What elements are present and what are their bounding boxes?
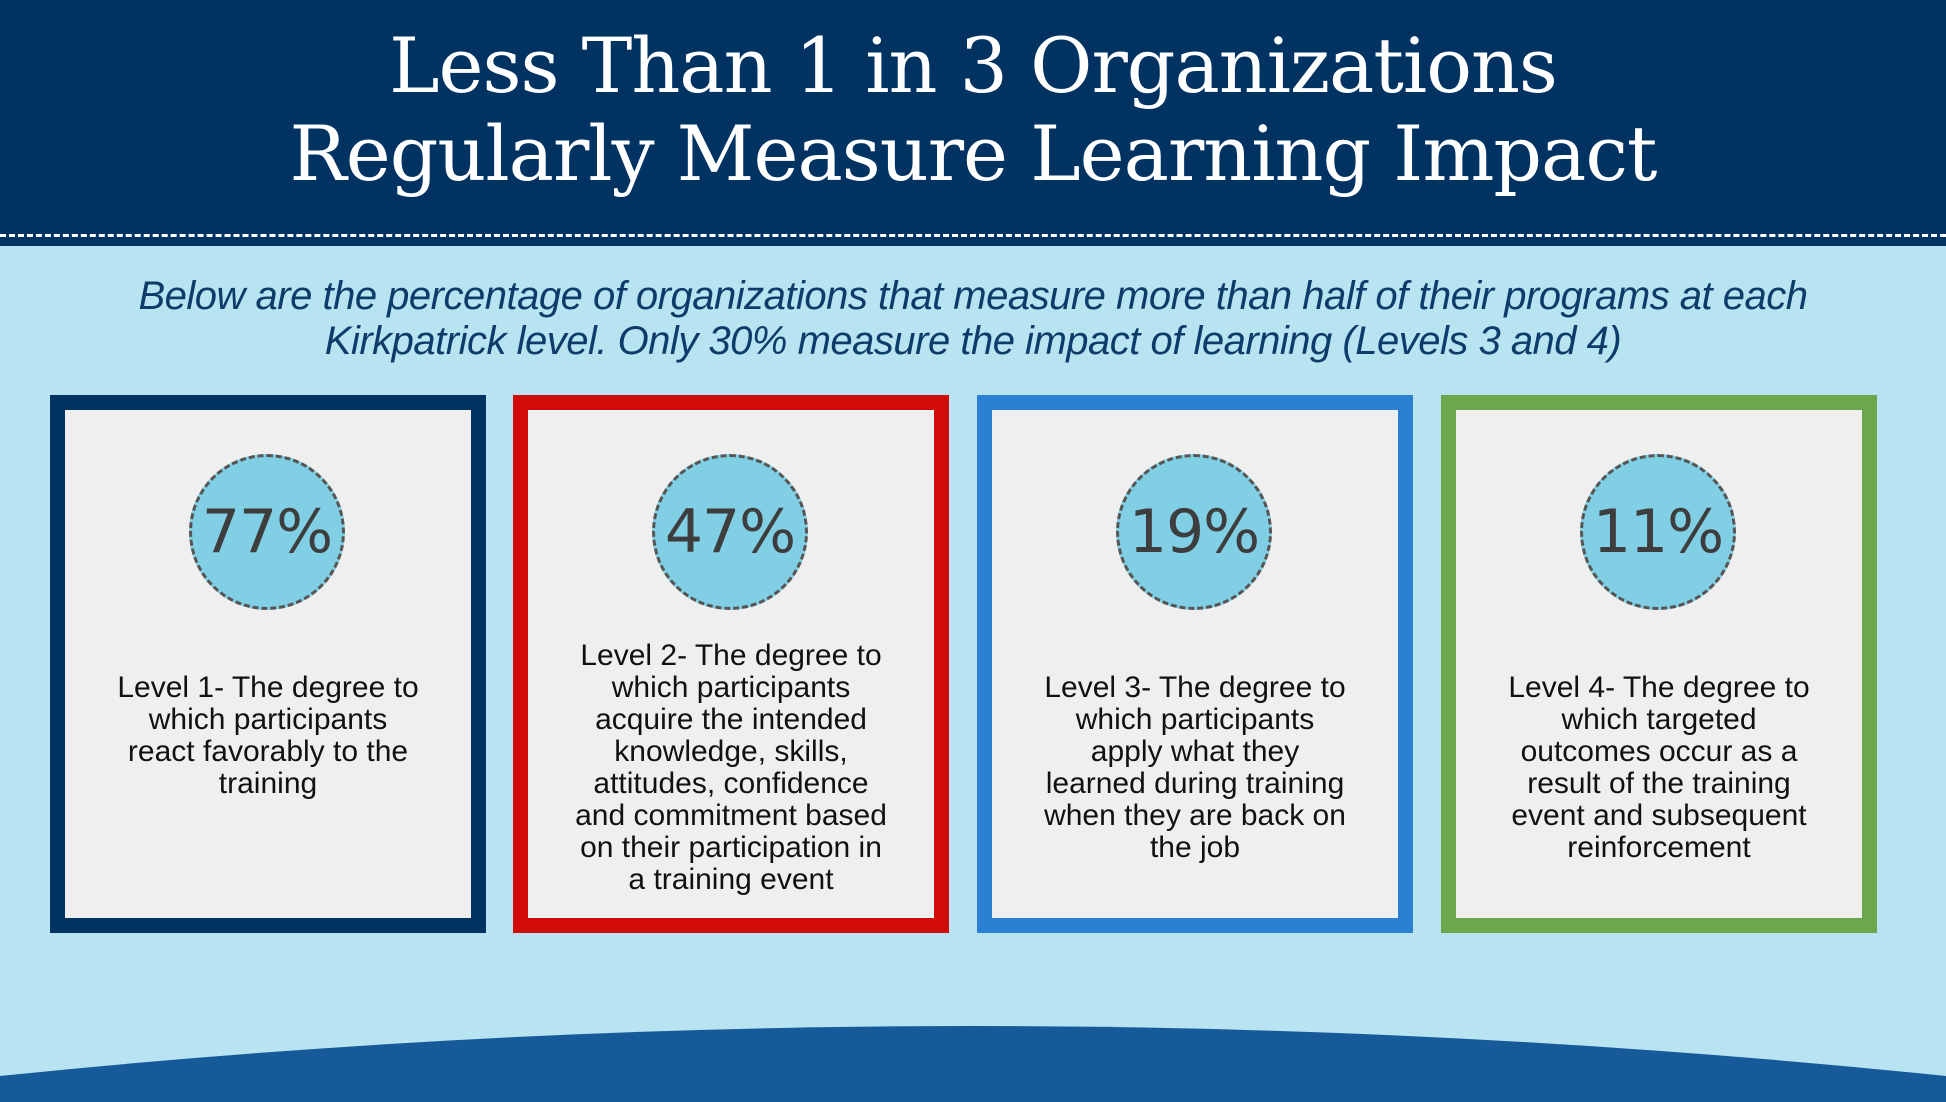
page-title-line-2: Regularly Measure Learning Impact [289, 109, 1658, 198]
level-4-desc-line: outcomes occur as a [1520, 735, 1798, 768]
level-2-percent: 47% [664, 497, 796, 567]
bottom-wave [0, 1026, 1946, 1102]
level-4-desc-line: Level 4- The degree to [1508, 671, 1810, 704]
subtitle-line-1: Below are the percentage of organization… [138, 274, 1808, 318]
level-3-desc-line: the job [1149, 831, 1241, 864]
level-3-desc-line: when they are back on [1044, 799, 1346, 832]
level-3-desc-line: apply what they [1090, 735, 1300, 768]
level-1-percent: 77% [201, 497, 333, 567]
page-title: Less Than 1 in 3 Organizations Regularly… [0, 22, 1946, 198]
level-4-desc-line: reinforcement [1567, 831, 1751, 864]
level-4-percent-circle: 11% [1580, 454, 1736, 610]
bottom-wave-shape [0, 1026, 1946, 1102]
level-3-percent-circle: 19% [1116, 454, 1272, 610]
level-2-percent-circle: 47% [652, 454, 808, 610]
header-banner [0, 0, 1946, 246]
level-2-desc-line: knowledge, skills, [614, 735, 848, 768]
level-4-desc-line: event and subsequent [1511, 799, 1807, 832]
level-1-desc-line: which participants [148, 703, 388, 736]
level-3-description: Level 3- The degree to which participant… [1012, 672, 1378, 864]
level-2-card: 47% Level 2- The degree to which partici… [513, 395, 949, 933]
level-2-desc-line: which participants [611, 671, 851, 704]
level-2-desc-line: Level 2- The degree to [580, 639, 882, 672]
level-3-desc-line: Level 3- The degree to [1044, 671, 1346, 704]
page-subtitle: Below are the percentage of organization… [60, 274, 1886, 364]
level-4-description: Level 4- The degree to which targeted ou… [1476, 672, 1842, 864]
level-1-desc-line: Level 1- The degree to [117, 671, 419, 704]
level-1-desc-line: training [218, 767, 318, 800]
level-3-desc-line: learned during training [1045, 767, 1345, 800]
level-1-desc-line: react favorably to the [127, 735, 409, 768]
level-2-desc-line: attitudes, confidence [593, 767, 869, 800]
level-4-percent: 11% [1592, 497, 1724, 567]
level-4-card: 11% Level 4- The degree to which targete… [1441, 395, 1877, 933]
level-2-description: Level 2- The degree to which participant… [548, 640, 914, 896]
level-2-desc-line: a training event [628, 863, 834, 896]
level-3-desc-line: which participants [1075, 703, 1315, 736]
level-3-percent: 19% [1128, 497, 1260, 567]
level-1-percent-circle: 77% [189, 454, 345, 610]
level-4-desc-line: which targeted [1561, 703, 1757, 736]
level-3-card: 19% Level 3- The degree to which partici… [977, 395, 1413, 933]
header-dashed-divider [0, 234, 1946, 237]
level-1-card: 77% Level 1- The degree to which partici… [50, 395, 486, 933]
level-1-description: Level 1- The degree to which participant… [85, 672, 451, 800]
level-4-desc-line: result of the training [1527, 767, 1791, 800]
level-2-desc-line: and commitment based [575, 799, 887, 832]
page-title-line-1: Less Than 1 in 3 Organizations [389, 21, 1558, 110]
level-2-desc-line: on their participation in [580, 831, 882, 864]
subtitle-line-2: Kirkpatrick level. Only 30% measure the … [324, 319, 1622, 363]
level-2-desc-line: acquire the intended [595, 703, 867, 736]
